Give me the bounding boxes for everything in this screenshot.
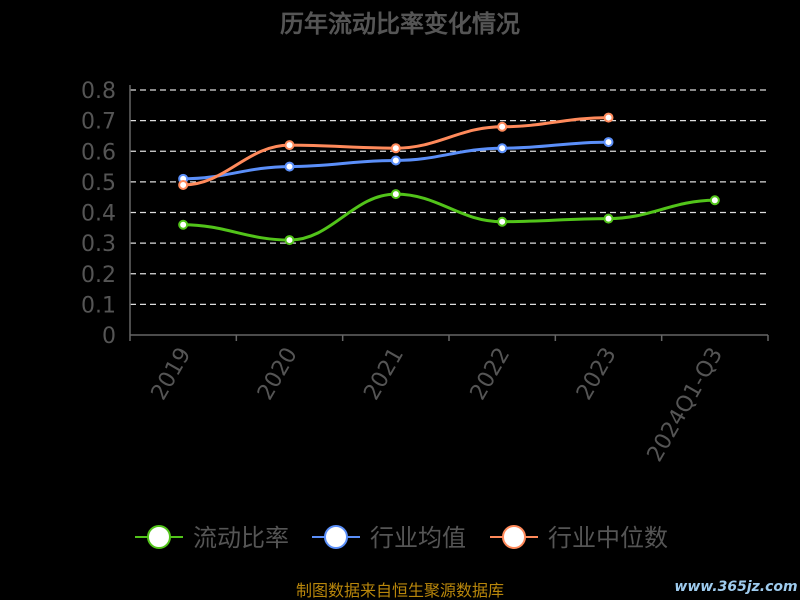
data-point: [284, 140, 295, 151]
chart-title: 历年流动比率变化情况: [280, 10, 520, 38]
data-point: [284, 235, 295, 246]
y-tick-label: 0.7: [81, 110, 116, 135]
legend-marker: [502, 525, 526, 549]
y-tick-label: 0.6: [81, 140, 116, 165]
series-lines: [178, 112, 720, 246]
legend-label: 行业中位数: [548, 524, 668, 552]
y-tick-label: 0.1: [81, 293, 116, 318]
series-line: [183, 192, 715, 242]
y-tick-label: 0.2: [81, 263, 116, 288]
data-point: [497, 121, 508, 132]
data-point: [709, 195, 720, 206]
legend: 流动比率 行业均值 行业中位数: [135, 524, 668, 552]
data-point: [497, 216, 508, 227]
legend-marker: [324, 525, 348, 549]
data-point: [178, 219, 189, 230]
data-point: [603, 112, 614, 123]
y-tick-label: 0.5: [81, 171, 116, 196]
y-tick-label: 0.8: [81, 79, 116, 104]
data-point: [497, 143, 508, 154]
data-point: [178, 179, 189, 190]
y-tick-label: 0.4: [81, 202, 116, 227]
x-tick-label: 2024Q1-Q3: [643, 344, 728, 467]
legend-label: 流动比率: [193, 524, 289, 552]
x-tick-label: 2020: [253, 344, 303, 405]
legend-marker: [147, 525, 171, 549]
data-point: [603, 213, 614, 224]
x-tick-label: 2022: [466, 343, 516, 404]
legend-label: 行业均值: [370, 524, 466, 552]
x-tick-label: 2021: [359, 344, 409, 405]
watermark: www.365jz.com: [674, 579, 797, 595]
grid-lines: [130, 89, 768, 306]
data-point: [390, 189, 401, 200]
data-point: [390, 143, 401, 154]
y-tick-label: 0: [102, 324, 116, 349]
data-point: [603, 137, 614, 148]
x-tick-label: 2019: [147, 344, 197, 405]
source-note: 制图数据来自恒生聚源数据库: [296, 581, 504, 600]
data-point: [390, 155, 401, 166]
axes: 0 0.1 0.2 0.3 0.4 0.5 0.6 0.7 0.8 2019 2020 2021 202…: [81, 79, 769, 467]
y-tick-label: 0.3: [81, 232, 116, 257]
x-tick-label: 2023: [572, 344, 622, 405]
data-point: [284, 161, 295, 172]
